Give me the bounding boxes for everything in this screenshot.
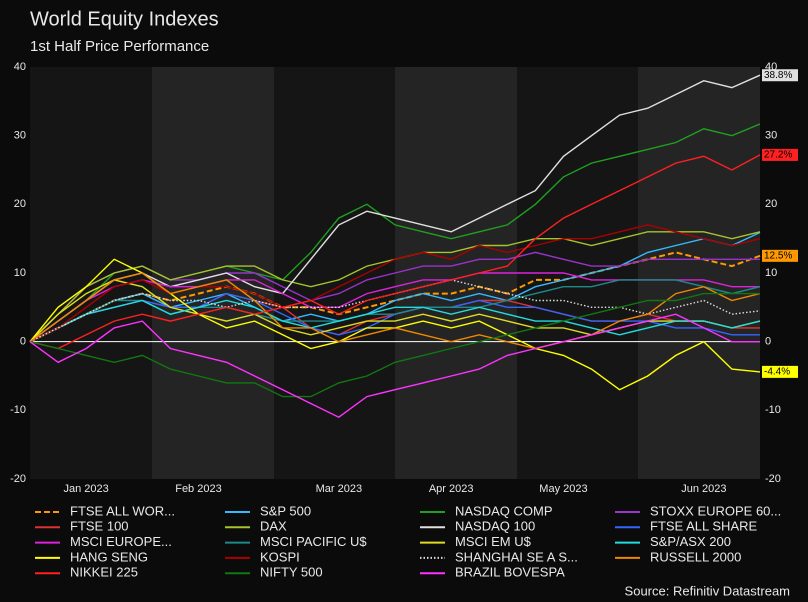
- legend-label: MSCI EUROPE...: [70, 534, 172, 549]
- y-tick-label: 40: [14, 61, 26, 73]
- chart-title: World Equity Indexes: [30, 8, 219, 30]
- legend-label: STOXX EUROPE 60...: [650, 503, 781, 518]
- end-label: -4.4%: [764, 367, 790, 378]
- end-label: 38.8%: [764, 70, 792, 81]
- y2-tick-label: -10: [765, 404, 781, 416]
- x-tick-label: Jun 2023: [681, 483, 726, 495]
- y-tick-label: 0: [20, 336, 26, 348]
- legend-label: FTSE ALL SHARE: [650, 519, 757, 534]
- series-line: [29, 272, 761, 350]
- y2-tick-label: -20: [765, 473, 781, 485]
- legend-label: FTSE 100: [70, 519, 129, 534]
- x-tick-label: Apr 2023: [429, 483, 474, 495]
- series-line: [29, 231, 761, 343]
- end-label-box: [762, 69, 798, 82]
- x-tick-label: Jan 2023: [64, 483, 109, 495]
- y2-tick-label: 0: [765, 336, 771, 348]
- legend-label: MSCI PACIFIC U$: [260, 534, 367, 549]
- legend-label: S&P/ASX 200: [650, 534, 731, 549]
- source: Source: Refinitiv Datastream: [625, 583, 790, 598]
- end-label: 27.2%: [764, 150, 792, 161]
- series-line: [29, 74, 761, 343]
- y-tick-label: -10: [10, 404, 26, 416]
- end-label-box: [762, 148, 798, 161]
- x-tick-label: Mar 2023: [316, 483, 362, 495]
- end-label: 12.5%: [764, 250, 792, 261]
- chart-subtitle: 1st Half Price Performance: [30, 38, 209, 55]
- y-tick-label: 10: [14, 267, 26, 279]
- y2-tick-label: 30: [765, 130, 777, 142]
- series-line: [29, 154, 761, 350]
- y-tick-label: 30: [14, 130, 26, 142]
- legend-label: S&P 500: [260, 503, 311, 518]
- series-line: [29, 224, 761, 343]
- series-line: [29, 299, 761, 343]
- x-tick-label: Feb 2023: [175, 483, 221, 495]
- series-line: [29, 292, 760, 398]
- legend-label: FTSE ALL WOR...: [70, 503, 175, 518]
- legend-label: SHANGHAI SE A S...: [455, 549, 578, 564]
- y2-tick-label: 20: [765, 198, 777, 210]
- legend-label: NIFTY 500: [260, 565, 323, 580]
- end-label-box: [762, 365, 798, 378]
- y-tick-label: -20: [10, 473, 26, 485]
- legend-label: DAX: [260, 519, 287, 534]
- legend-label: NASDAQ 100: [455, 519, 535, 534]
- series-line: [29, 313, 760, 419]
- legend-label: RUSSELL 2000: [650, 549, 741, 564]
- y2-tick-label: 10: [765, 267, 777, 279]
- y-tick-label: 20: [14, 198, 26, 210]
- legend-label: BRAZIL BOVESPA: [455, 565, 565, 580]
- legend-label: NIKKEI 225: [70, 565, 138, 580]
- legend-label: HANG SENG: [70, 549, 148, 564]
- end-label-box: [762, 249, 798, 262]
- x-tick-label: May 2023: [539, 483, 587, 495]
- legend-label: MSCI EM U$: [455, 534, 532, 549]
- legend-label: NASDAQ COMP: [455, 503, 553, 518]
- month-band: [638, 67, 760, 479]
- legend-label: KOSPI: [260, 549, 300, 564]
